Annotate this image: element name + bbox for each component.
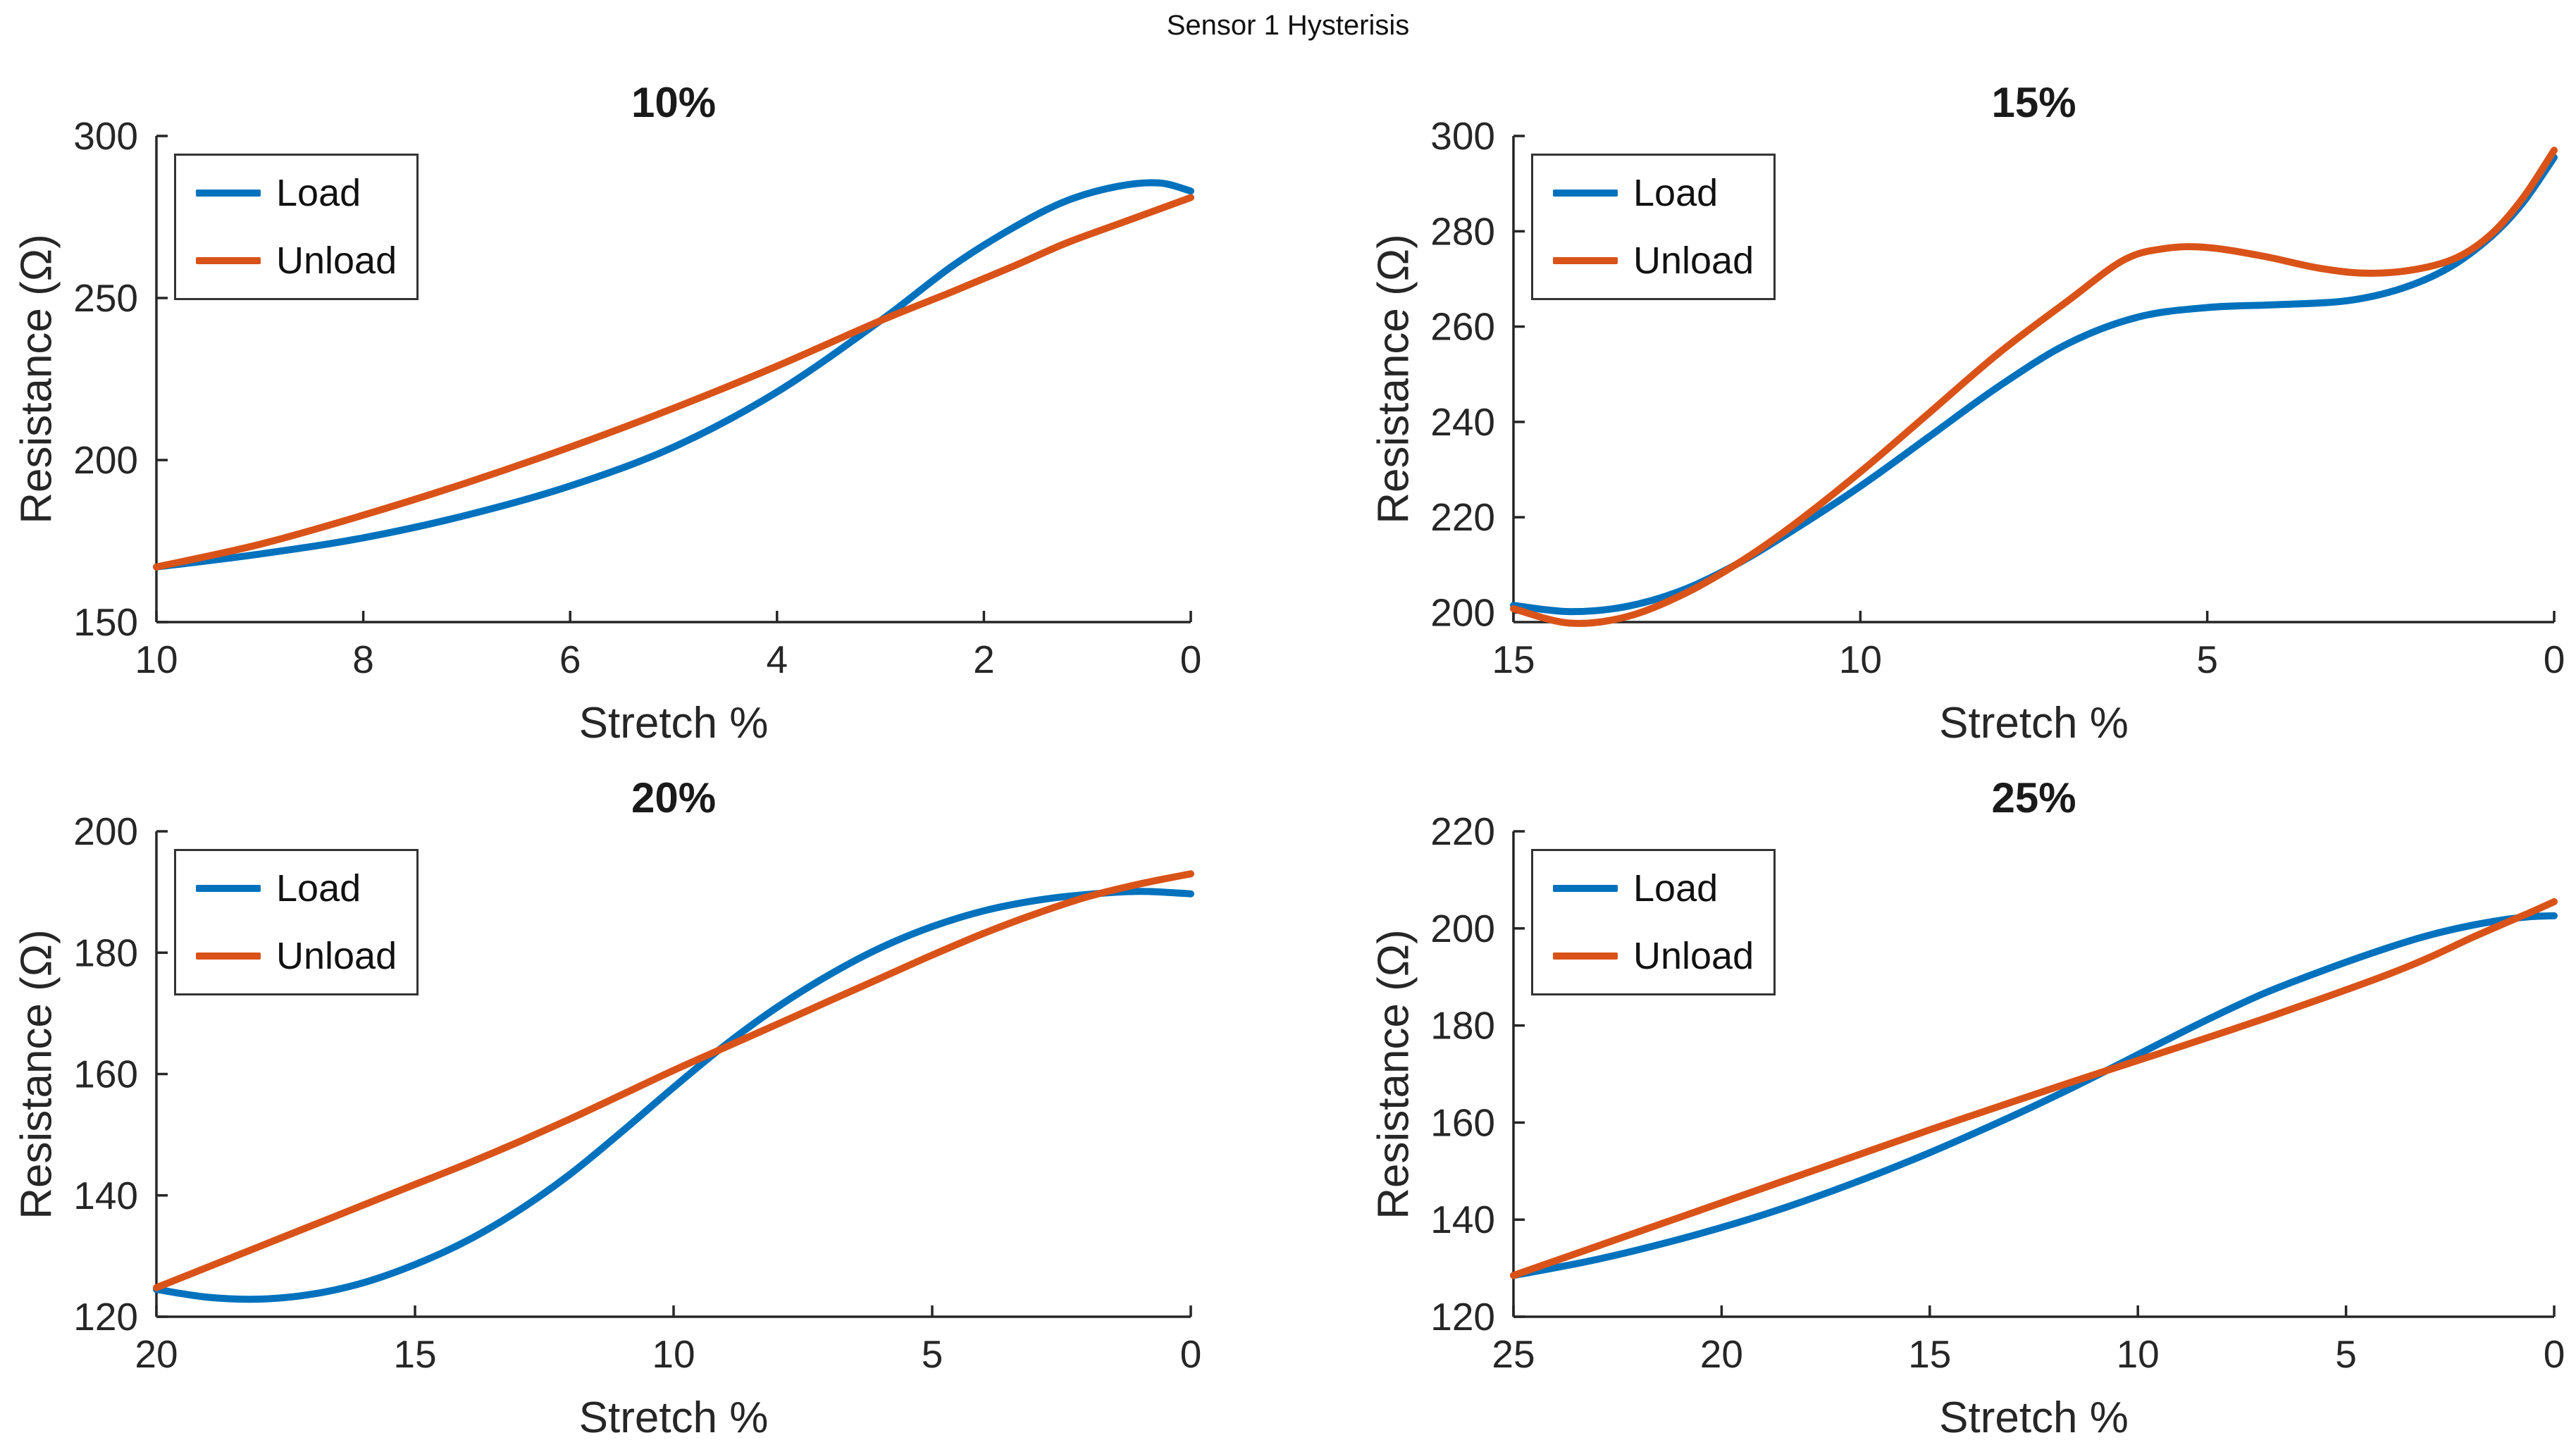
- load-curve: [1510, 154, 2558, 616]
- y-tick-label: 140: [73, 1174, 138, 1217]
- y-tick-label: 250: [73, 276, 138, 320]
- legend-entry-load: Load: [196, 867, 397, 910]
- y-tick-label: 120: [1430, 1295, 1495, 1339]
- plot-area: 15 10 5 0 200 220 240 260 280 300: [1430, 114, 2565, 681]
- subplot-20pct: 20% Resistance (Ω) Stretch % 20 15 10 5 0 120…: [13, 774, 1202, 1442]
- plot-area: 20 15 10 5 0 120 140 160 180 200: [73, 809, 1201, 1376]
- legend-label: Load: [1633, 172, 1719, 214]
- y-tick-label: 180: [73, 931, 138, 974]
- x-axis-label: Stretch %: [1939, 1394, 2129, 1442]
- y-tick-label: 200: [1430, 907, 1495, 950]
- subplot-15pct: 15% Resistance (Ω) Stretch % 15 10 5 0 200 22…: [1370, 79, 2565, 747]
- legend: Load Unload: [1531, 154, 1776, 301]
- subplot-title: 15%: [1991, 79, 2076, 126]
- legend: Load Unload: [174, 154, 419, 301]
- legend-entry-load: Load: [1553, 867, 1754, 910]
- y-tick-label: 200: [73, 438, 138, 482]
- plot-area: 25 20 15 10 5 0 120 140 160 180 200 220: [1430, 809, 2565, 1376]
- subplot-10pct: 10% Resistance (Ω) Stretch % 10 8 6 4 2 0 150 2…: [13, 79, 1202, 747]
- subplot-25pct: 25% Resistance (Ω) Stretch % 25 20 15 10 5 0 1…: [1370, 774, 2565, 1442]
- x-tick-label: 15: [393, 1332, 436, 1376]
- x-tick-label: 0: [2544, 638, 2565, 681]
- legend-label: Load: [1633, 867, 1719, 910]
- y-axis-label: Resistance (Ω): [12, 234, 61, 524]
- legend-entry-unload: Unload: [196, 934, 397, 978]
- y-tick-label: 220: [1430, 495, 1495, 539]
- legend: Load Unload: [174, 849, 419, 996]
- x-tick-label: 20: [1700, 1332, 1743, 1376]
- load-line-sample: [196, 885, 261, 893]
- x-tick-label: 5: [2335, 1332, 2357, 1376]
- x-tick-label: 10: [2117, 1332, 2160, 1376]
- legend: Load Unload: [1531, 849, 1776, 996]
- y-tick-label: 180: [1430, 1004, 1495, 1048]
- y-tick-label: 280: [1430, 209, 1495, 253]
- y-tick-label: 300: [73, 114, 138, 158]
- x-tick-label: 10: [652, 1332, 695, 1376]
- unload-line-sample: [1553, 257, 1618, 265]
- legend-label: Unload: [276, 935, 397, 978]
- y-axis-label: Resistance (Ω): [1369, 234, 1418, 524]
- x-tick-label: 25: [1492, 1332, 1535, 1376]
- load-line-sample: [196, 190, 261, 197]
- x-axis-label: Stretch %: [578, 699, 769, 747]
- x-tick-label: 10: [135, 638, 178, 681]
- y-axis-label: Resistance (Ω): [12, 929, 61, 1220]
- x-axis-label: Stretch %: [1939, 699, 2129, 747]
- y-tick-label: 200: [73, 809, 138, 853]
- legend-entry-unload: Unload: [196, 239, 397, 283]
- y-tick-label: 220: [1430, 809, 1495, 853]
- x-tick-label: 0: [1180, 1332, 1202, 1376]
- unload-line-sample: [196, 257, 261, 265]
- figure-title: Sensor 1 Hysterisis: [1166, 10, 1410, 41]
- legend-entry-load: Load: [196, 171, 397, 215]
- unload-curve: [1510, 147, 2558, 627]
- y-tick-label: 160: [1430, 1100, 1495, 1144]
- legend-label: Unload: [276, 240, 397, 283]
- y-tick-label: 160: [73, 1053, 138, 1096]
- legend-entry-load: Load: [1553, 171, 1754, 215]
- x-tick-label: 0: [2544, 1332, 2565, 1376]
- unload-line-sample: [1553, 953, 1618, 960]
- x-tick-label: 15: [1908, 1332, 1951, 1376]
- legend-label: Unload: [1633, 935, 1754, 978]
- x-axis-label: Stretch %: [578, 1394, 769, 1442]
- y-tick-label: 260: [1430, 305, 1495, 349]
- load-line-sample: [1553, 885, 1618, 893]
- x-tick-label: 15: [1492, 638, 1535, 681]
- load-curve: [153, 179, 1194, 571]
- subplot-title: 25%: [1991, 774, 2076, 821]
- x-tick-label: 10: [1839, 638, 1882, 681]
- legend-label: Load: [276, 172, 361, 214]
- load-line-sample: [1553, 190, 1618, 197]
- plot-area: 10 8 6 4 2 0 150 200 250 300: [73, 114, 1201, 681]
- y-tick-label: 150: [73, 600, 138, 644]
- x-tick-label: 4: [767, 638, 788, 681]
- subplot-title: 20%: [631, 774, 717, 821]
- unload-curve: [1510, 898, 2558, 1279]
- legend-label: Unload: [1633, 240, 1754, 283]
- x-tick-label: 5: [922, 1332, 943, 1376]
- x-tick-label: 0: [1180, 638, 1202, 681]
- load-curve: [153, 888, 1194, 1303]
- legend-entry-unload: Unload: [1553, 934, 1754, 978]
- unload-line-sample: [196, 953, 261, 960]
- legend-label: Load: [276, 867, 361, 910]
- y-tick-label: 240: [1430, 400, 1495, 444]
- unload-curve: [153, 194, 1194, 571]
- x-tick-label: 6: [559, 638, 581, 681]
- y-axis-label: Resistance (Ω): [1369, 929, 1418, 1220]
- x-tick-label: 5: [2196, 638, 2218, 681]
- legend-entry-unload: Unload: [1553, 239, 1754, 283]
- unload-curve: [153, 870, 1194, 1291]
- y-tick-label: 300: [1430, 114, 1495, 158]
- x-tick-label: 2: [973, 638, 995, 681]
- x-tick-label: 20: [135, 1332, 178, 1376]
- x-tick-label: 8: [352, 638, 374, 681]
- y-tick-label: 140: [1430, 1198, 1495, 1241]
- y-tick-label: 200: [1430, 590, 1495, 634]
- subplot-title: 10%: [631, 79, 717, 126]
- y-tick-label: 120: [73, 1295, 138, 1339]
